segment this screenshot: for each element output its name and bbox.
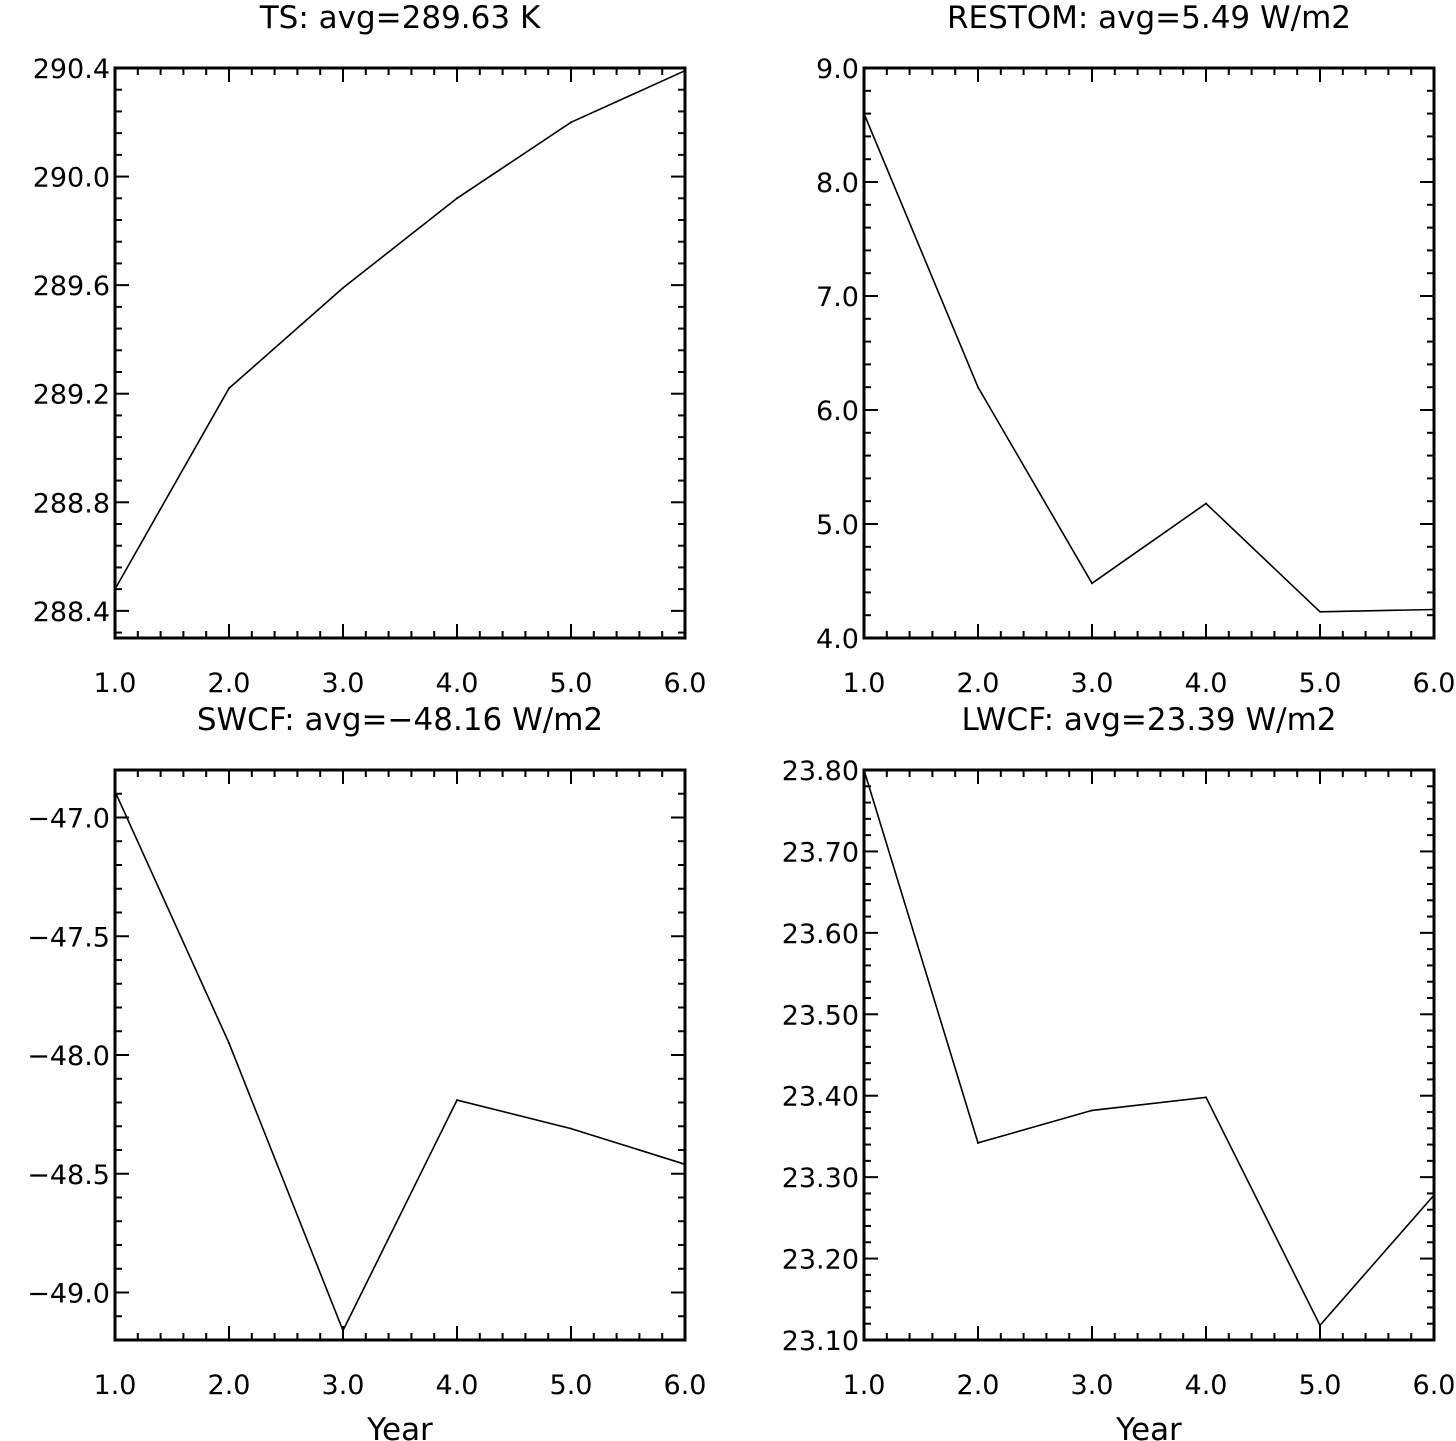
restom-xtick-label: 1.0 (843, 668, 886, 699)
lwcf-xtick-label: 2.0 (957, 1370, 1000, 1401)
lwcf-data-point (977, 1141, 979, 1144)
ts-ytick-label: 290.0 (33, 163, 110, 194)
ts-xtick-label: 3.0 (322, 668, 365, 699)
ts-xtick-label: 4.0 (436, 668, 479, 699)
swcf-ytick-label: −48.5 (27, 1160, 110, 1191)
swcf-xtick-label: 4.0 (436, 1370, 479, 1401)
ts-data-point (114, 588, 116, 591)
ts-xtick-label: 1.0 (94, 668, 137, 699)
swcf-ytick-label: −48.0 (27, 1041, 110, 1072)
restom-ytick-label: 9.0 (816, 54, 859, 85)
swcf-xtick-label: 1.0 (94, 1370, 137, 1401)
restom-data-point (977, 386, 979, 389)
swcf-data-point (456, 1099, 458, 1102)
restom-ytick-label: 8.0 (816, 168, 859, 199)
swcf-plot-frame (113, 768, 687, 1342)
restom-ytick-label: 6.0 (816, 396, 859, 427)
swcf-ytick-label: −47.0 (27, 804, 110, 835)
lwcf-panel: LWCF: avg=23.39 W/m2 1.0 2.0 3.0 4.0 5.0 6.0 23… (782, 702, 1456, 1441)
lwcf-data-point (1091, 1109, 1093, 1112)
restom-plot-frame (862, 66, 1436, 640)
restom-ytick-label: 7.0 (816, 282, 859, 313)
lwcf-xtick-label: 1.0 (843, 1370, 886, 1401)
ts-title: TS: avg=289.63 K (259, 0, 541, 36)
swcf-panel: SWCF: avg=−48.16 W/m2 1.0 2.0 3.0 4.0 5.0 6.0 −… (27, 702, 706, 1441)
lwcf-xtick-label: 5.0 (1299, 1370, 1342, 1401)
ts-data-point (456, 197, 458, 200)
swcf-xtick-label: 6.0 (664, 1370, 707, 1401)
swcf-xtick-label: 5.0 (550, 1370, 593, 1401)
swcf-data-point (228, 1042, 230, 1045)
ts-xtick-label: 5.0 (550, 668, 593, 699)
lwcf-ytick-label: 23.20 (782, 1245, 859, 1276)
ts-data-point (228, 387, 230, 390)
ts-plot-frame (113, 66, 687, 640)
swcf-series-line (114, 791, 686, 1333)
lwcf-data-point (1319, 1324, 1321, 1327)
swcf-title: SWCF: avg=−48.16 W/m2 (197, 702, 603, 738)
restom-xtick-label: 3.0 (1071, 668, 1114, 699)
restom-xtick-label: 2.0 (957, 668, 1000, 699)
lwcf-ytick-label: 23.30 (782, 1163, 859, 1194)
lwcf-ytick-label: 23.10 (782, 1326, 859, 1357)
lwcf-xtick-label: 6.0 (1413, 1370, 1456, 1401)
swcf-data-point (114, 790, 116, 793)
ts-ytick-label: 289.2 (33, 380, 110, 411)
restom-data-point (1205, 502, 1207, 505)
lwcf-xtick-label: 4.0 (1185, 1370, 1228, 1401)
lwcf-ytick-label: 23.80 (782, 756, 859, 787)
lwcf-data-point (863, 769, 865, 771)
lwcf-ytick-label: 23.50 (782, 1000, 859, 1031)
swcf-xtick-label: 2.0 (208, 1370, 251, 1401)
restom-series-line (863, 113, 1435, 613)
swcf-ytick-label: −49.0 (27, 1279, 110, 1310)
restom-data-point (1433, 608, 1435, 611)
lwcf-plot-frame (862, 768, 1436, 1342)
restom-ytick-label: 4.0 (816, 624, 859, 655)
ts-data-point (684, 69, 686, 72)
lwcf-ytick-label: 23.70 (782, 837, 859, 868)
swcf-data-point (570, 1127, 572, 1130)
lwcf-ytick-label: 23.60 (782, 919, 859, 950)
swcf-xaxis-label: Year (366, 1412, 433, 1441)
ts-xtick-label: 2.0 (208, 668, 251, 699)
restom-xtick-label: 4.0 (1185, 668, 1228, 699)
ts-ytick-label: 288.4 (33, 597, 110, 628)
ts-series-line (114, 69, 686, 590)
swcf-xtick-label: 3.0 (322, 1370, 365, 1401)
lwcf-title: LWCF: avg=23.39 W/m2 (961, 702, 1336, 738)
ts-ytick-label: 289.6 (33, 271, 110, 302)
restom-xtick-label: 6.0 (1413, 668, 1456, 699)
swcf-ytick-label: −47.5 (27, 922, 110, 953)
lwcf-xaxis-label: Year (1115, 1412, 1182, 1441)
restom-ytick-label: 5.0 (816, 510, 859, 541)
restom-data-point (1319, 610, 1321, 613)
ts-data-point (342, 286, 344, 289)
restom-xtick-label: 5.0 (1299, 668, 1342, 699)
restom-panel: RESTOM: avg=5.49 W/m2 1.0 2.0 3.0 4.0 5.0 6.0 4… (816, 0, 1455, 699)
restom-data-point (1091, 582, 1093, 585)
ts-ytick-label: 290.4 (33, 54, 110, 85)
ts-panel: TS: avg=289.63 K 1.0 2.0 3.0 4.0 5.0 6.0 288.4 2… (33, 0, 707, 699)
swcf-data-point (684, 1163, 686, 1166)
restom-title: RESTOM: avg=5.49 W/m2 (947, 0, 1351, 36)
lwcf-ytick-label: 23.40 (782, 1082, 859, 1113)
swcf-data-point (342, 1329, 344, 1332)
ts-xtick-label: 6.0 (664, 668, 707, 699)
ts-data-point (570, 121, 572, 124)
lwcf-data-point (1205, 1096, 1207, 1099)
lwcf-series-line (863, 769, 1435, 1327)
lwcf-data-point (1433, 1194, 1435, 1197)
restom-data-point (863, 112, 865, 115)
lwcf-xtick-label: 3.0 (1071, 1370, 1114, 1401)
ts-ytick-label: 288.8 (33, 488, 110, 519)
